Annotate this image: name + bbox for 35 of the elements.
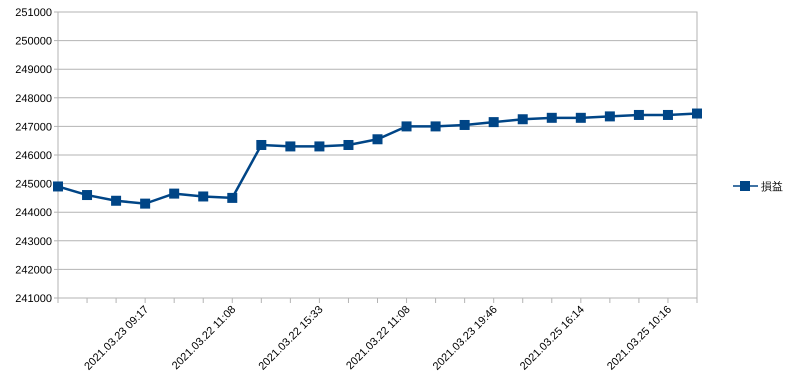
point <box>372 134 382 144</box>
point <box>460 120 470 130</box>
point <box>140 198 150 209</box>
y-tick-label: 249000 <box>15 64 52 76</box>
y-tick-label: 243000 <box>15 236 52 248</box>
point <box>662 110 673 120</box>
y-tick-label: 245000 <box>15 178 52 191</box>
point <box>111 196 122 206</box>
y-tick-label: 246000 <box>15 150 52 162</box>
point <box>82 190 92 200</box>
point <box>692 108 702 119</box>
point <box>285 141 296 152</box>
point <box>518 114 528 124</box>
point <box>604 111 615 122</box>
point <box>430 121 441 132</box>
point <box>53 181 63 192</box>
y-tick-label: 242000 <box>15 264 52 276</box>
point <box>314 141 324 152</box>
y-tick-label: 251000 <box>15 7 52 19</box>
y-tick-label: 250000 <box>15 36 52 48</box>
y-tick-label: 244000 <box>15 207 52 220</box>
y-tick-label: 248000 <box>15 92 52 105</box>
point <box>169 188 180 199</box>
point <box>402 121 412 132</box>
point <box>634 110 644 120</box>
legend-label: 損益 <box>761 181 783 193</box>
y-tick-label: 241000 <box>15 293 52 305</box>
point <box>343 140 354 150</box>
point <box>256 140 266 150</box>
point <box>198 191 208 202</box>
point <box>546 112 557 123</box>
y-tick-label: 247000 <box>15 121 52 134</box>
point <box>576 112 586 123</box>
point <box>488 117 499 128</box>
point <box>227 192 238 203</box>
